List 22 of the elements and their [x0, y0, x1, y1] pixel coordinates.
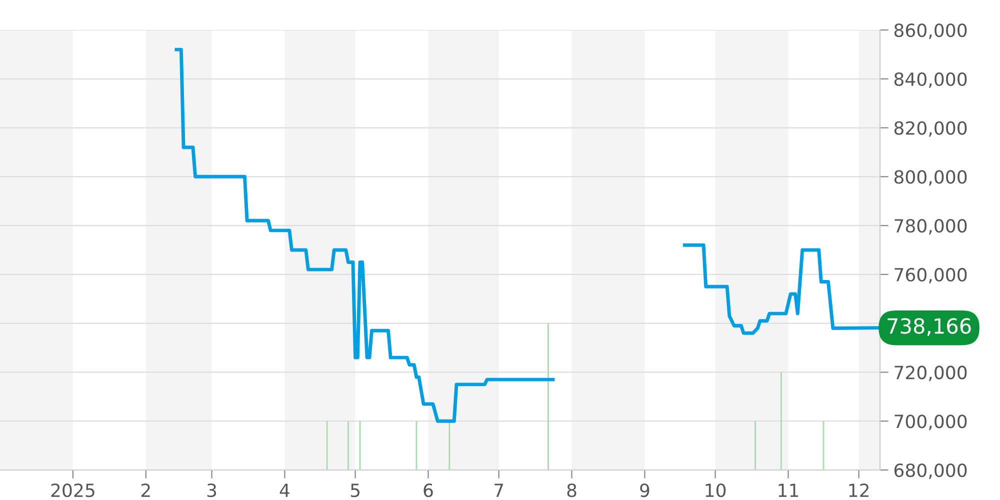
x-tick-label: 5: [350, 484, 360, 498]
x-tick-label: 11: [778, 484, 798, 497]
x-tick-label: 9: [640, 484, 650, 498]
y-tick-label: 720,000: [894, 366, 967, 382]
annotation: 738,166: [888, 318, 971, 336]
y-tick-label: 700,000: [894, 414, 967, 430]
y-tick-label: 800,000: [894, 170, 967, 186]
y-tick-label: 680,000: [894, 463, 967, 479]
x-tick-label: 6: [424, 484, 433, 498]
y-tick-label: 820,000: [894, 121, 967, 137]
x-tick-label: 12: [849, 484, 869, 497]
y-tick-label: 760,000: [894, 268, 967, 284]
x-tick-label: 2025: [51, 484, 94, 498]
y-tick-label: 860,000: [894, 23, 967, 39]
x-tick-label: 2: [141, 484, 150, 497]
x-tick-label: 3: [207, 484, 216, 498]
y-tick-label: 840,000: [894, 72, 967, 88]
x-tick-label: 10: [706, 484, 726, 498]
y-tick-label: 780,000: [894, 219, 967, 235]
x-tick-label: 4: [280, 484, 290, 497]
x-tick-label: 8: [567, 484, 576, 498]
x-tick-label: 7: [494, 484, 504, 497]
